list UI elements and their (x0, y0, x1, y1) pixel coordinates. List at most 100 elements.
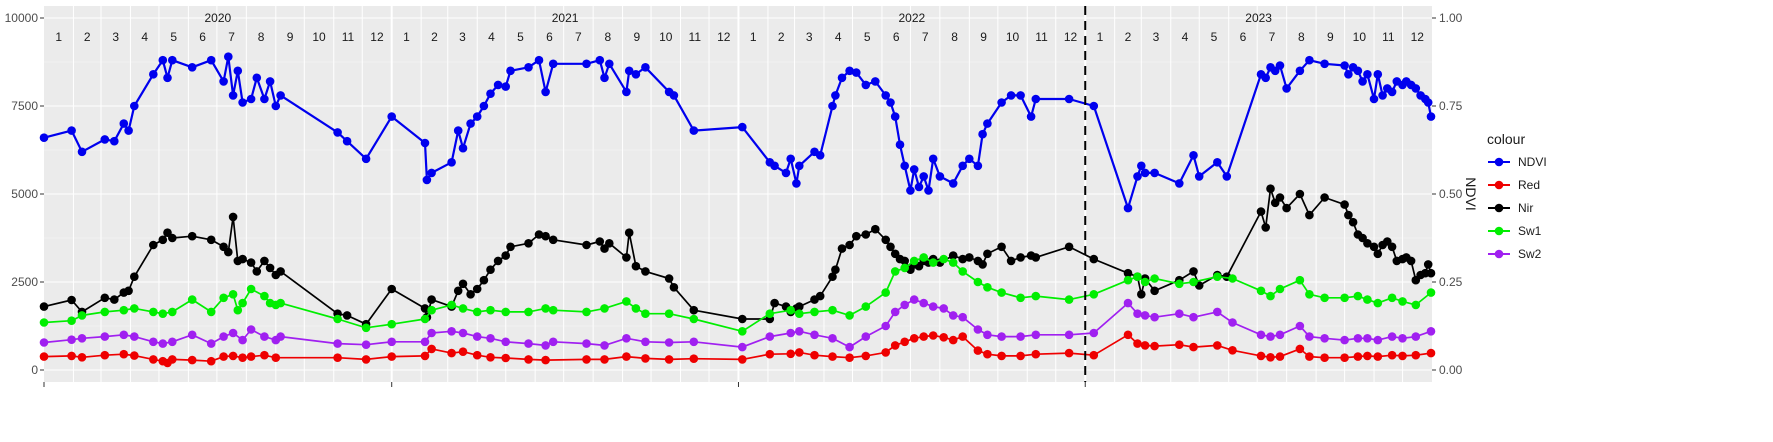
data-point (886, 242, 895, 252)
data-point (387, 284, 397, 294)
data-point (77, 147, 87, 157)
data-point (206, 235, 216, 245)
data-point (228, 351, 238, 361)
data-point (458, 328, 468, 338)
data-point (939, 333, 948, 342)
data-point (935, 172, 945, 181)
data-point (810, 350, 819, 360)
data-point (501, 82, 511, 91)
data-point (795, 161, 804, 171)
data-point (1426, 268, 1436, 278)
data-point (845, 342, 854, 352)
data-point (67, 295, 76, 305)
data-point (595, 55, 605, 65)
data-point (852, 231, 861, 241)
data-point (909, 165, 919, 174)
data-point (595, 237, 605, 246)
data-point (997, 332, 1006, 341)
data-point (1089, 101, 1099, 111)
data-point (524, 63, 533, 72)
data-point (631, 304, 641, 313)
month-label: 9 (980, 30, 987, 44)
data-point (997, 351, 1006, 361)
data-point (605, 239, 614, 248)
data-point (1228, 318, 1237, 327)
data-point (333, 314, 342, 324)
data-point (1398, 297, 1407, 306)
month-label: 11 (1382, 30, 1395, 44)
data-point (669, 91, 679, 100)
data-point (486, 353, 495, 362)
month-label: 7 (922, 30, 929, 44)
data-point (886, 98, 895, 107)
data-point (881, 288, 890, 297)
data-point (795, 302, 804, 311)
data-point (1344, 70, 1353, 79)
data-point (1266, 184, 1275, 193)
data-point (149, 240, 158, 250)
data-point (1387, 242, 1397, 252)
data-point (238, 298, 247, 308)
left-tick-label: 10000 (5, 11, 39, 25)
data-point (1398, 334, 1407, 343)
data-point (983, 283, 992, 292)
left-tick-label: 2500 (11, 275, 38, 289)
data-point (472, 332, 482, 341)
data-point (458, 143, 468, 153)
data-point (387, 337, 397, 347)
data-point (130, 101, 139, 111)
data-point (493, 256, 503, 266)
data-point (77, 353, 87, 362)
data-point (781, 168, 791, 178)
data-point (447, 158, 456, 167)
data-point (765, 349, 775, 359)
data-point (1189, 342, 1198, 352)
data-point (605, 59, 614, 69)
data-point (919, 332, 928, 341)
series-red (39, 330, 1436, 368)
data-point (333, 339, 342, 348)
data-point (664, 274, 674, 283)
data-point (187, 231, 197, 241)
data-point (669, 283, 679, 292)
legend-label: Red (1518, 178, 1540, 192)
data-point (919, 298, 928, 308)
data-point (260, 94, 269, 104)
data-point (1031, 94, 1041, 104)
data-point (831, 265, 840, 275)
month-label: 5 (170, 30, 177, 44)
data-point (1140, 168, 1150, 178)
data-point (168, 233, 177, 243)
year-label: 2020 (205, 11, 232, 25)
data-point (224, 52, 233, 61)
data-point (206, 55, 216, 65)
data-point (534, 55, 544, 65)
data-point (689, 337, 699, 347)
data-point (1378, 91, 1387, 100)
data-point (973, 325, 983, 334)
data-point (689, 314, 699, 324)
data-point (361, 323, 371, 333)
data-point (493, 80, 503, 90)
data-point (1411, 300, 1421, 310)
data-point (1150, 168, 1159, 178)
month-label: 1 (750, 30, 757, 44)
data-point (486, 305, 495, 315)
month-label: 7 (575, 30, 582, 44)
data-point (1340, 293, 1349, 303)
data-point (458, 279, 468, 289)
data-point (77, 334, 87, 343)
data-point (548, 305, 558, 315)
data-point (900, 256, 909, 266)
data-point (1373, 298, 1383, 308)
data-point (206, 307, 216, 317)
data-point (1373, 352, 1383, 361)
data-point (997, 242, 1006, 252)
data-point (252, 267, 262, 276)
month-label: 7 (1269, 30, 1276, 44)
data-point (1353, 334, 1363, 343)
data-point (738, 355, 747, 364)
data-point (39, 302, 49, 311)
year-label: 2022 (899, 11, 926, 25)
